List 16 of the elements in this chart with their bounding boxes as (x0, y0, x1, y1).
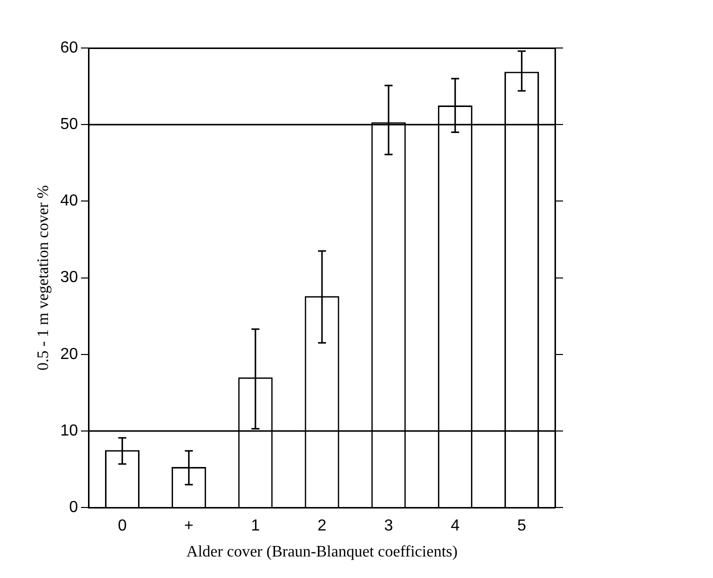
x-tick-label: 2 (318, 518, 327, 535)
y-tick-label: 20 (60, 346, 78, 363)
y-tick-label: 40 (60, 192, 78, 210)
y-tick-label: 60 (60, 39, 78, 56)
y-tick-label: 50 (60, 116, 78, 134)
y-axis-title: 0.5 - 1 m vegetation cover % (34, 185, 52, 370)
y-tick-label: 0 (69, 499, 78, 516)
x-axis-title: Alder cover (Braun-Blanquet coefficients) (186, 544, 458, 561)
x-tick-label: 1 (250, 518, 260, 535)
x-tick-label: 4 (450, 518, 460, 535)
y-tick-label: 10 (60, 422, 78, 440)
x-tick-label: + (184, 518, 194, 535)
y-tick-label: 30 (60, 269, 78, 286)
x-tick-label: 0 (118, 518, 127, 535)
x-tick-label: 5 (517, 518, 526, 535)
x-tick-label: 3 (384, 518, 394, 535)
